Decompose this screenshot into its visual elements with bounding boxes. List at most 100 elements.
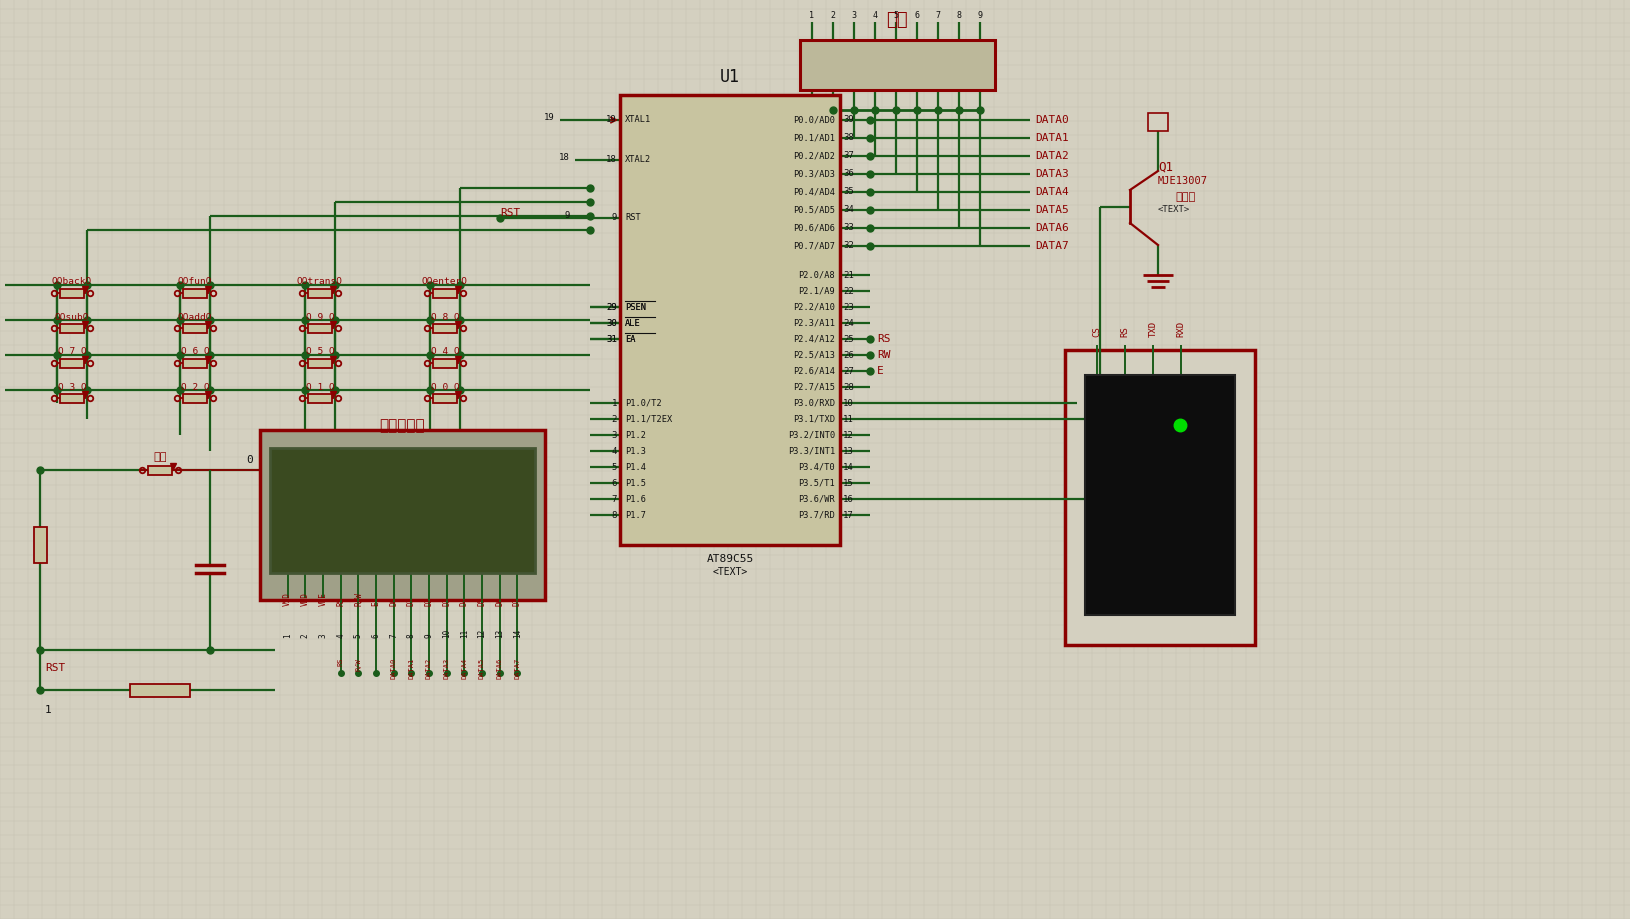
Text: DATA2: DATA2 [425, 658, 432, 679]
Text: 36: 36 [843, 169, 852, 178]
Text: 10: 10 [442, 629, 452, 638]
Text: P0.3/AD3: P0.3/AD3 [792, 169, 835, 178]
Text: R/W: R/W [355, 658, 362, 671]
Text: 2: 2 [830, 10, 835, 19]
Text: 3: 3 [611, 430, 616, 439]
Text: O 1 O: O 1 O [305, 382, 334, 391]
Text: 35: 35 [843, 187, 852, 197]
Text: 7: 7 [936, 10, 941, 19]
Text: 6: 6 [611, 479, 616, 487]
Text: 30: 30 [606, 319, 616, 327]
Text: O 0 O: O 0 O [430, 382, 460, 391]
Text: D0: D0 [390, 596, 398, 606]
Text: 排阻: 排阻 [885, 11, 908, 29]
Text: PSEN: PSEN [624, 302, 645, 312]
Bar [271, 448, 535, 573]
Text: 23: 23 [843, 302, 852, 312]
Text: 9: 9 [424, 633, 434, 638]
Text: DATA3: DATA3 [1035, 169, 1068, 179]
Text: DATA2: DATA2 [1035, 151, 1068, 161]
Text: DATA6: DATA6 [497, 658, 502, 679]
Text: 9: 9 [976, 10, 981, 19]
Text: 16: 16 [843, 494, 852, 504]
Text: 6: 6 [372, 633, 380, 638]
Text: P2.1/A9: P2.1/A9 [797, 287, 835, 296]
Text: P1.6: P1.6 [624, 494, 645, 504]
Text: DATA5: DATA5 [479, 658, 484, 679]
Text: P0.2/AD2: P0.2/AD2 [792, 152, 835, 161]
Text: P1.1/T2EX: P1.1/T2EX [624, 414, 672, 424]
Bar [799, 40, 994, 90]
Text: TXD: TXD [1148, 321, 1157, 337]
Text: 2: 2 [611, 414, 616, 424]
Text: OOfunO: OOfunO [178, 278, 212, 287]
Text: EA: EA [624, 335, 636, 344]
Bar [432, 324, 456, 333]
Text: R/W: R/W [354, 592, 362, 606]
Text: P2.6/A14: P2.6/A14 [792, 367, 835, 376]
Bar [130, 684, 189, 697]
Text: 5: 5 [893, 10, 898, 19]
Text: O 4 O: O 4 O [430, 347, 460, 357]
Text: P2.4/A12: P2.4/A12 [792, 335, 835, 344]
Text: RS: RS [1120, 326, 1130, 337]
Text: 18: 18 [559, 153, 569, 162]
Text: P0.6/AD6: P0.6/AD6 [792, 223, 835, 233]
Bar [432, 394, 456, 403]
Text: ALE: ALE [624, 319, 641, 327]
Bar [1148, 113, 1167, 131]
Text: P0.4/AD4: P0.4/AD4 [792, 187, 835, 197]
Text: DATA1: DATA1 [408, 658, 414, 679]
Text: 5: 5 [611, 462, 616, 471]
Text: 22: 22 [843, 287, 852, 296]
Text: 10: 10 [843, 399, 852, 407]
Text: OOaddO: OOaddO [178, 312, 212, 322]
Bar [308, 359, 333, 368]
Text: EA: EA [624, 335, 636, 344]
Text: D1: D1 [406, 596, 416, 606]
Text: 13: 13 [843, 447, 852, 456]
Text: 液晶显示器: 液晶显示器 [378, 418, 424, 434]
Text: RS: RS [337, 658, 344, 666]
Text: 38: 38 [843, 133, 852, 142]
Text: 21: 21 [843, 270, 852, 279]
Text: 30: 30 [606, 319, 616, 327]
Text: O 6 O: O 6 O [181, 347, 209, 357]
Text: AT89C55: AT89C55 [706, 554, 753, 564]
Text: 39: 39 [843, 116, 852, 124]
Text: OOtransO: OOtransO [297, 278, 342, 287]
Text: DATA1: DATA1 [1035, 133, 1068, 143]
Bar [183, 324, 207, 333]
Text: 17: 17 [843, 510, 852, 519]
Text: 34: 34 [843, 206, 852, 214]
Text: DATA3: DATA3 [443, 658, 450, 679]
Bar [1064, 350, 1253, 645]
Text: P1.0/T2: P1.0/T2 [624, 399, 662, 407]
Text: 1: 1 [284, 633, 292, 638]
Text: VEE: VEE [318, 592, 328, 606]
Text: 7: 7 [611, 494, 616, 504]
Text: U1: U1 [719, 68, 740, 86]
Text: P0.1/AD1: P0.1/AD1 [792, 133, 835, 142]
Text: 9: 9 [564, 210, 569, 220]
Text: 11: 11 [843, 414, 852, 424]
Bar [60, 359, 85, 368]
Text: 9: 9 [611, 213, 616, 222]
Text: RW: RW [877, 350, 890, 360]
Text: P2.2/A10: P2.2/A10 [792, 302, 835, 312]
Bar [432, 289, 456, 298]
Text: D5: D5 [478, 596, 486, 606]
Text: VSD: VSD [284, 592, 292, 606]
Text: 6: 6 [914, 10, 919, 19]
Text: P3.0/RXD: P3.0/RXD [792, 399, 835, 407]
Text: 19: 19 [544, 112, 554, 121]
Text: 8: 8 [406, 633, 416, 638]
Text: OOenterO: OOenterO [422, 278, 468, 287]
Text: 复位: 复位 [153, 452, 166, 462]
Text: P3.3/INT1: P3.3/INT1 [787, 447, 835, 456]
Text: 14: 14 [512, 629, 522, 638]
Bar [259, 430, 544, 600]
Bar [183, 359, 207, 368]
Bar [308, 289, 333, 298]
Text: XTAL1: XTAL1 [624, 116, 650, 124]
